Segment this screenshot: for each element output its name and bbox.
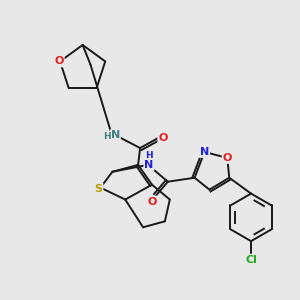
- Text: S: S: [94, 184, 103, 194]
- Text: O: O: [54, 56, 64, 66]
- Text: H: H: [103, 132, 111, 141]
- Text: H: H: [145, 152, 153, 160]
- Text: N: N: [111, 130, 120, 140]
- Text: O: O: [147, 196, 157, 206]
- Text: O: O: [223, 153, 232, 163]
- Text: Cl: Cl: [245, 255, 257, 265]
- Text: O: O: [158, 133, 168, 143]
- Text: N: N: [200, 147, 209, 157]
- Text: N: N: [144, 160, 154, 170]
